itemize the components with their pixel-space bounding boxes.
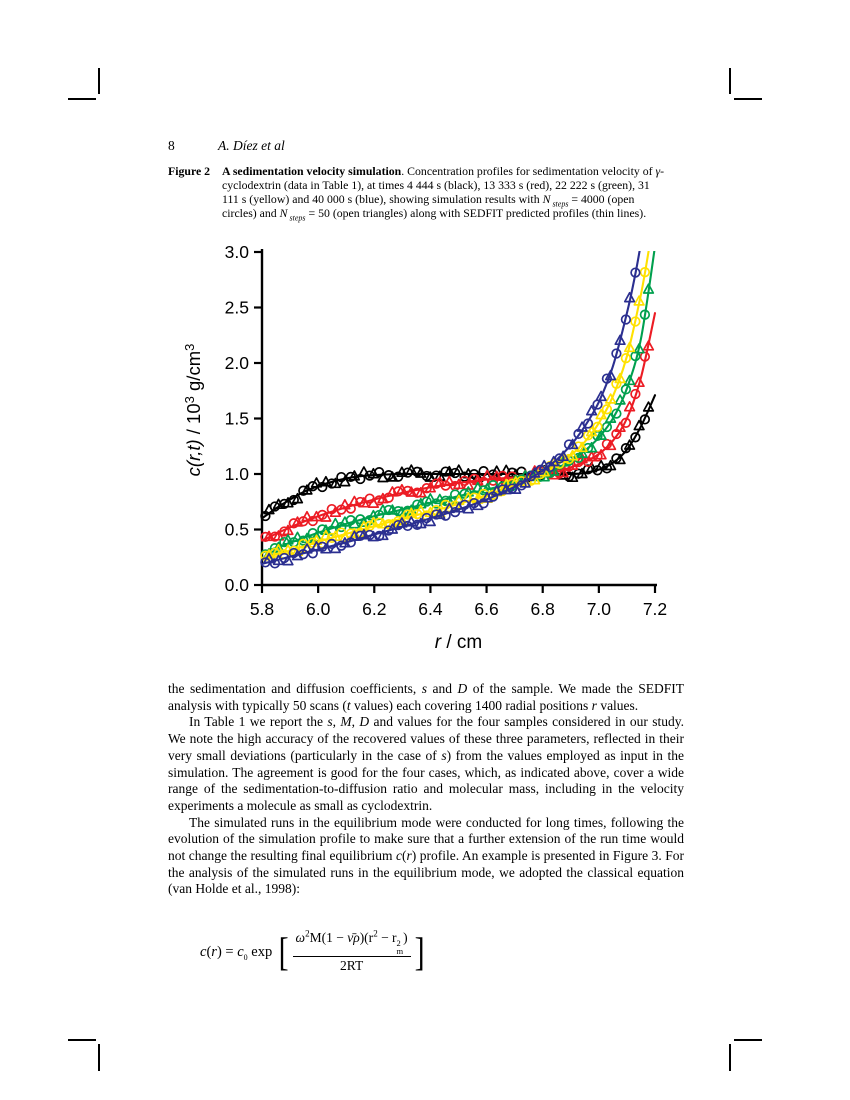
body-text-column: the sedimentation and diffusion coeffici… — [168, 681, 684, 898]
text-run: and — [427, 681, 458, 696]
figure2-caption: Figure 2 A sedimentation velocity simula… — [168, 164, 668, 223]
equation: c(r) = c0 exp [ ω2M(1 − ν̄ρ)(r2 − r 2 m) 2… — [200, 926, 426, 978]
text-run: N — [279, 206, 288, 221]
page-number: 8 — [168, 138, 175, 153]
equation-right-bracket: ] — [414, 929, 425, 974]
text-run: . Concentration profiles for sedimentati… — [401, 164, 656, 178]
text-run: )(r — [359, 930, 374, 945]
text-run: D — [359, 714, 370, 730]
y-tick-label: 2.0 — [225, 353, 250, 373]
text-run: values. — [596, 697, 639, 713]
figure2-chart: 5.8 6.0 6.2 6.4 6.6 6.8 7.0 7.2 0.0 0.5 1.0 1.5 2.0 2… — [182, 242, 667, 653]
text-run: , — [351, 714, 360, 730]
figure2-caption-text: A sedimentation velocity simulation. Con… — [222, 164, 668, 223]
crop-mark-top-left-h — [68, 98, 96, 100]
x-tick-label: 6.4 — [418, 599, 443, 619]
paragraph-2: In Table 1 we report the s, M, D and val… — [168, 714, 684, 814]
running-head-authors: A. Díez et al — [218, 138, 285, 153]
x-tick-label: 6.0 — [306, 599, 331, 619]
text-run: ) profile. An example is presented in Fi… — [168, 848, 684, 897]
y-tick-label: 0.0 — [225, 575, 250, 595]
text-run: r — [591, 697, 597, 713]
markers-circles-blue — [260, 267, 641, 569]
x-tick-label: 6.6 — [474, 599, 498, 619]
text-run: r — [406, 848, 412, 864]
text-run: ) = — [216, 943, 238, 960]
text-run: ω — [295, 930, 306, 945]
crop-mark-top-right-h — [734, 98, 762, 100]
x-tick-label: 6.2 — [362, 599, 386, 619]
figure2-chart-area: 5.8 6.0 6.2 6.4 6.6 6.8 7.0 7.2 0.0 0.5 1.0 1.5 2.0 2… — [170, 240, 690, 670]
text-run: ( — [401, 848, 407, 864]
text-run: exp — [247, 943, 273, 960]
y-tick-label: 1.0 — [225, 464, 250, 484]
equation-left-bracket: [ — [278, 929, 289, 974]
text-run: t — [346, 697, 351, 713]
text-run: the sedimentation and diffusion coeffici… — [168, 681, 422, 696]
crop-mark-top-right-v — [729, 68, 731, 94]
text-run: In Table 1 we report the — [189, 714, 328, 730]
text-run: of the sample. We made the SEDFIT analys… — [168, 681, 684, 713]
text-run: s — [421, 681, 428, 696]
text-run: M — [340, 714, 352, 730]
series-red — [260, 312, 657, 543]
text-run: values) each covering 1400 radial positi… — [350, 697, 592, 713]
text-run: 2 — [373, 928, 378, 939]
y-tick-label: 2.5 — [225, 298, 249, 318]
crop-mark-bottom-right-h — [734, 1039, 762, 1041]
x-tick-label: 5.8 — [250, 599, 274, 619]
text-run: ) — [403, 930, 408, 945]
equation-fraction: ω2M(1 − ν̄ρ)(r2 − r 2 m) 2RT — [292, 928, 411, 974]
text-run: = 4000 (open circles) and — [222, 192, 635, 221]
crop-mark-top-left-v — [98, 68, 100, 94]
markers-triangles-blue — [263, 291, 636, 566]
text-run: steps — [287, 213, 306, 223]
text-run: γ — [655, 164, 661, 178]
paragraph-3: The simulated runs in the equilibrium mo… — [168, 815, 684, 899]
text-run: c — [200, 943, 207, 960]
crop-mark-bottom-left-v — [98, 1044, 100, 1071]
equation-numerator: ω2M(1 − ν̄ρ)(r2 − r 2 m) — [292, 928, 411, 957]
series-blue — [260, 251, 641, 569]
text-run: ) from the values employed as input in t… — [168, 747, 684, 813]
x-tick-label: 7.2 — [643, 599, 667, 619]
running-head: 8 A. Díez et al — [168, 138, 688, 156]
paragraph-1: the sedimentation and diffusion coeffici… — [168, 681, 684, 714]
text-run: = 50 (open triangles) along with SEDFIT … — [305, 206, 647, 221]
text-run: D — [457, 681, 468, 696]
text-run: -cyclodextrin (data in Table 1), at time… — [222, 164, 665, 207]
text-run: ν̄ρ — [347, 930, 360, 945]
x-tick-label: 7.0 — [587, 599, 612, 619]
figure2-caption-label: Figure 2 — [168, 164, 211, 178]
text-run: c — [395, 848, 402, 864]
text-run: N — [542, 192, 551, 207]
text-run: s — [441, 747, 447, 763]
text-run: and values for the four samples consider… — [168, 714, 684, 763]
x-axis-label: r / cm — [435, 632, 483, 653]
y-tick-label: 3.0 — [225, 242, 250, 262]
y-tick-label: 1.5 — [225, 409, 249, 429]
text-run: c — [237, 943, 244, 960]
text-run: r — [211, 943, 217, 960]
y-axis-label: c(r,t) / 103 g/cm3 — [182, 344, 204, 477]
text-run: A sedimentation velocity simulation — [222, 164, 402, 178]
text-run: 0 — [243, 952, 248, 962]
y-tick-label: 0.5 — [225, 520, 249, 540]
x-tick-label: 6.8 — [531, 599, 555, 619]
text-run: 2 — [305, 928, 310, 939]
text-run: steps — [550, 199, 569, 209]
crop-mark-bottom-left-h — [68, 1039, 96, 1041]
crop-mark-bottom-right-v — [729, 1044, 731, 1071]
text-run: The simulated runs in the equilibrium mo… — [168, 814, 684, 864]
text-run: ( — [206, 943, 212, 960]
equation-denominator: 2RT — [340, 958, 364, 973]
equation-lhs: c(r) = c0 exp — [200, 944, 272, 961]
text-run: s — [327, 714, 333, 730]
text-run: − r — [377, 930, 397, 945]
text-run: M(1 − — [309, 930, 348, 945]
text-run: , — [332, 714, 341, 730]
